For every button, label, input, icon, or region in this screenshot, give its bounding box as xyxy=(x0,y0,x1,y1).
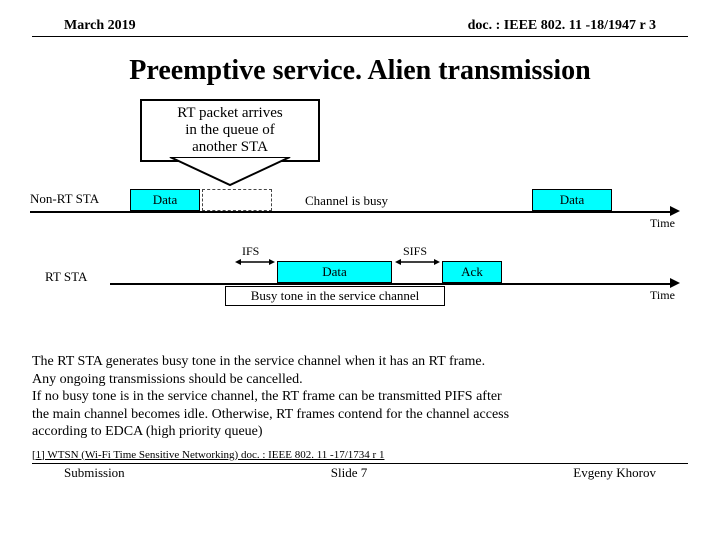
slide-header: March 2019 doc. : IEEE 802. 11 -18/1947 … xyxy=(32,0,688,37)
rt-data: Data xyxy=(277,261,392,283)
callout-line2: in the queue of xyxy=(148,122,312,139)
body-line4: the main channel becomes idle. Otherwise… xyxy=(32,406,688,424)
callout-container: RT packet arrives in the queue of anothe… xyxy=(0,99,720,189)
ifs-arrow-icon xyxy=(235,257,275,267)
header-doc: doc. : IEEE 802. 11 -18/1947 r 3 xyxy=(468,18,656,34)
non-rt-data1: Data xyxy=(130,189,200,211)
non-rt-sta-label: Non-RT STA xyxy=(30,191,99,207)
reference-line: [1] WTSN (Wi-Fi Time Sensitive Networkin… xyxy=(0,441,720,463)
body-paragraph: The RT STA generates busy tone in the se… xyxy=(0,349,720,441)
callout-box: RT packet arrives in the queue of anothe… xyxy=(140,99,320,162)
body-line2: Any ongoing transmissions should be canc… xyxy=(32,371,688,389)
body-line5: according to EDCA (high priority queue) xyxy=(32,423,688,441)
body-line1: The RT STA generates busy tone in the se… xyxy=(32,353,688,371)
row1-arrow-icon xyxy=(670,206,680,216)
callout-line1: RT packet arrives xyxy=(148,105,312,122)
channel-busy-label: Channel is busy xyxy=(305,193,388,209)
timing-diagram: Non-RT STA Data Channel is busy Data Tim… xyxy=(30,189,690,339)
callout-line3: another STA xyxy=(148,139,312,156)
footer-right: Evgeny Khorov xyxy=(573,465,656,481)
header-date: March 2019 xyxy=(64,18,136,34)
rt-sta-label: RT STA xyxy=(45,269,87,285)
row2-arrow-icon xyxy=(670,278,680,288)
body-line3: If no busy tone is in the service channe… xyxy=(32,388,688,406)
row1-timeline xyxy=(30,211,670,213)
slide-title: Preemptive service. Alien transmission xyxy=(0,55,720,87)
dashed-region xyxy=(202,189,272,211)
rt-ack: Ack xyxy=(442,261,502,283)
slide-footer: Submission Slide 7 Evgeny Khorov xyxy=(32,463,688,495)
footer-center: Slide 7 xyxy=(331,465,367,481)
footer-left: Submission xyxy=(64,465,125,481)
non-rt-data2: Data xyxy=(532,189,612,211)
sifs-arrow-icon xyxy=(395,257,440,267)
row2-time-label: Time xyxy=(650,288,675,303)
row1-time-label: Time xyxy=(650,216,675,231)
busy-tone-box: Busy tone in the service channel xyxy=(225,286,445,306)
row2-timeline xyxy=(110,283,670,285)
